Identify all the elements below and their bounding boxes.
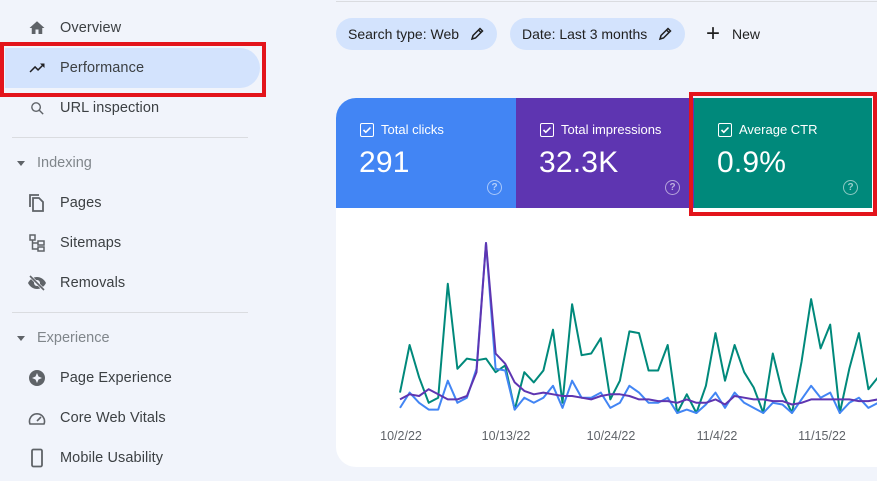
metric-label: Average CTR — [718, 122, 818, 137]
sidebar-item-removals[interactable]: Removals — [5, 263, 260, 303]
divider — [336, 1, 877, 2]
series-line-average-ctr — [399, 282, 877, 414]
metric-total-impressions[interactable]: Total impressions 32.3K ? — [516, 98, 694, 208]
series-line-total-clicks — [399, 242, 877, 414]
sidebar-item-label: Performance — [60, 60, 145, 76]
sidebar-item-sitemaps[interactable]: Sitemaps — [5, 223, 260, 263]
metric-value: 32.3K — [539, 146, 619, 179]
checkbox-checked-icon[interactable] — [540, 122, 554, 137]
x-axis-labels: 10/2/22 10/13/22 10/24/22 11/4/22 11/15/… — [0, 429, 877, 445]
home-icon — [27, 18, 47, 38]
x-tick-label: 10/2/22 — [380, 429, 422, 443]
chip-label: Search type: Web — [348, 26, 460, 42]
sidebar-item-performance[interactable]: Performance — [5, 48, 260, 88]
gauge-icon — [27, 408, 47, 428]
phone-icon — [27, 448, 47, 468]
sidebar-item-label: Pages — [60, 195, 102, 211]
chip-label: Date: Last 3 months — [522, 26, 648, 42]
filter-chip-date[interactable]: Date: Last 3 months — [510, 18, 686, 50]
metric-value: 291 — [359, 146, 410, 179]
sidebar-item-label: Page Experience — [60, 370, 172, 386]
series-line-total-impressions — [399, 242, 877, 406]
divider — [12, 137, 248, 138]
sidebar-item-core-web-vitals[interactable]: Core Web Vitals — [5, 398, 260, 438]
pencil-icon — [659, 27, 672, 41]
new-label: New — [732, 26, 761, 42]
x-tick-label: 11/4/22 — [696, 429, 738, 443]
metric-label-text: Average CTR — [739, 122, 818, 137]
search-icon — [27, 98, 47, 118]
sidebar-item-url-inspection[interactable]: URL inspection — [5, 88, 260, 128]
help-icon[interactable]: ? — [487, 180, 502, 195]
metric-label: Total clicks — [360, 122, 444, 137]
section-title: Experience — [37, 330, 110, 346]
metric-average-ctr[interactable]: Average CTR 0.9% ? — [694, 98, 872, 208]
sidebar-item-label: Removals — [60, 275, 126, 291]
section-title: Indexing — [37, 155, 92, 171]
sitemap-icon — [27, 233, 47, 253]
metric-label-text: Total clicks — [381, 122, 444, 137]
pages-icon — [27, 193, 47, 213]
performance-card: Total clicks 291 ? Total impressions 32.… — [336, 98, 877, 467]
plus-icon: + — [706, 20, 721, 47]
page-experience-icon — [27, 368, 47, 388]
help-icon[interactable]: ? — [665, 180, 680, 195]
sidebar-item-pages[interactable]: Pages — [5, 183, 260, 223]
section-toggle-experience[interactable]: Experience — [14, 328, 110, 348]
sidebar-item-label: URL inspection — [60, 100, 160, 116]
pencil-icon — [470, 27, 484, 41]
filter-chip-search-type[interactable]: Search type: Web — [336, 18, 498, 50]
x-tick-label: 10/13/22 — [481, 429, 531, 443]
metric-label-text: Total impressions — [561, 122, 662, 137]
sidebar-item-label: Mobile Usability — [60, 450, 164, 466]
sidebar-item-label: Core Web Vitals — [60, 410, 166, 426]
caret-down-icon — [17, 160, 25, 166]
metric-total-clicks[interactable]: Total clicks 291 ? — [336, 98, 516, 208]
divider — [12, 312, 248, 313]
sidebar-item-page-experience[interactable]: Page Experience — [5, 358, 260, 398]
x-tick-label: 10/24/22 — [586, 429, 636, 443]
checkbox-checked-icon[interactable] — [718, 122, 732, 137]
sidebar-item-mobile-usability[interactable]: Mobile Usability — [5, 438, 260, 478]
checkbox-checked-icon[interactable] — [360, 122, 374, 137]
eye-off-icon — [27, 273, 47, 293]
metric-value: 0.9% — [717, 146, 787, 179]
section-toggle-indexing[interactable]: Indexing — [14, 153, 92, 173]
sidebar-item-label: Sitemaps — [60, 235, 122, 251]
metric-label: Total impressions — [540, 122, 661, 137]
trending-up-icon — [27, 58, 47, 78]
new-filter-button[interactable]: + New — [706, 18, 760, 50]
sidebar: Overview Performance URL inspection Inde… — [0, 0, 266, 481]
sidebar-item-label: Overview — [60, 20, 122, 36]
x-tick-label: 11/15/22 — [798, 429, 846, 443]
sidebar-item-overview[interactable]: Overview — [5, 8, 260, 48]
caret-down-icon — [17, 335, 25, 341]
help-icon[interactable]: ? — [843, 180, 858, 195]
